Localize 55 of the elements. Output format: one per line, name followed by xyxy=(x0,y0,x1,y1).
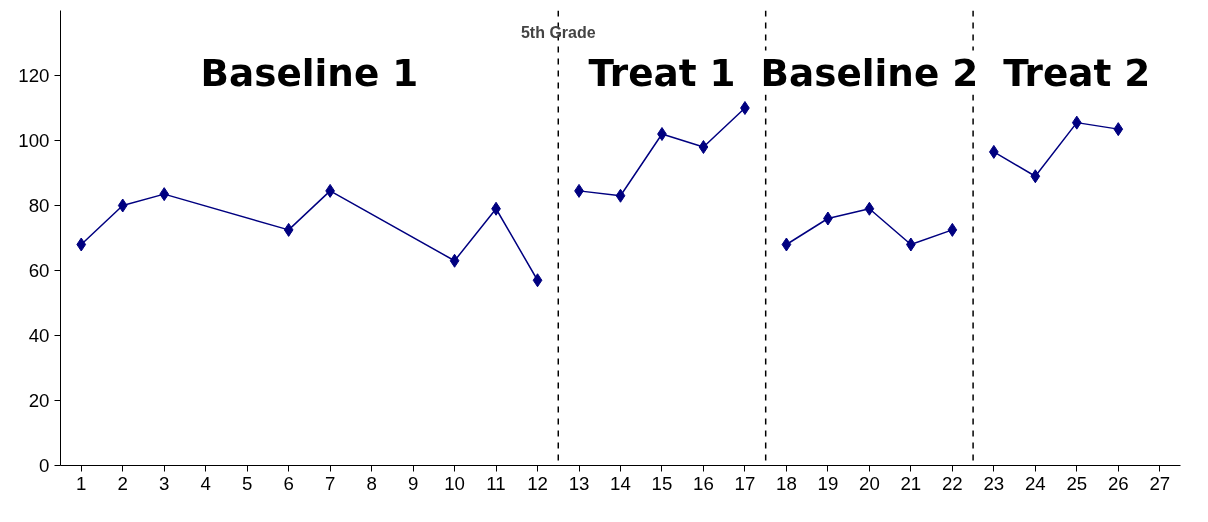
point xyxy=(1071,115,1082,130)
y-tick-label: 40 xyxy=(28,325,50,346)
x-tick-label: 27 xyxy=(1149,472,1171,494)
point xyxy=(1113,122,1124,137)
y-tick-label: 0 xyxy=(39,455,50,476)
point xyxy=(947,222,958,237)
annotation: Treat 2 xyxy=(1003,50,1151,95)
point xyxy=(159,187,170,202)
x-tick-label: 14 xyxy=(610,472,631,494)
x-tick-label: 24 xyxy=(1024,472,1046,494)
point xyxy=(657,127,667,141)
x-tick-label: 3 xyxy=(159,472,170,494)
x-tick-label: 20 xyxy=(859,472,880,494)
x-tick-label: 16 xyxy=(693,472,714,494)
x-tick-label: 6 xyxy=(283,472,294,494)
point xyxy=(283,222,294,237)
x-tick-label: 21 xyxy=(900,472,922,494)
y-tick-label: 60 xyxy=(28,260,50,281)
x-tick-label: 4 xyxy=(200,472,211,494)
y-tick-label: 80 xyxy=(28,195,50,216)
y-tick-label: 120 xyxy=(18,65,50,86)
x-tick-label: 2 xyxy=(117,472,128,494)
annotation: Baseline 1 xyxy=(200,50,419,95)
point xyxy=(740,101,750,115)
point xyxy=(449,253,460,268)
point xyxy=(117,198,128,213)
annotation: Baseline 2 xyxy=(760,50,979,95)
point xyxy=(76,237,87,252)
x-tick-label: 22 xyxy=(941,472,963,494)
x-tick-label: 25 xyxy=(1066,472,1088,494)
x-tick-label: 18 xyxy=(776,472,797,494)
x-tick-label: 5 xyxy=(241,472,253,494)
x-tick-label: 26 xyxy=(1107,472,1129,494)
x-tick-label: 9 xyxy=(407,472,419,494)
x-tick-label: 23 xyxy=(983,472,1005,494)
x-tick-label: 11 xyxy=(486,472,506,494)
x-tick-label: 1 xyxy=(76,472,87,494)
point xyxy=(1030,169,1041,184)
x-tick-label: 13 xyxy=(568,472,590,494)
ref-line-label: 5th Grade xyxy=(520,23,596,41)
y-tick-label: 20 xyxy=(28,390,50,411)
point xyxy=(532,273,543,288)
x-tick-label: 7 xyxy=(324,472,336,494)
x-tick-label: 8 xyxy=(366,472,377,494)
point xyxy=(615,188,626,203)
x-tick-label: 15 xyxy=(651,472,673,494)
x-tick-label: 17 xyxy=(734,472,756,494)
x-tick-label: 19 xyxy=(817,472,839,494)
point xyxy=(698,140,709,154)
point xyxy=(781,237,792,252)
x-tick-label: 12 xyxy=(527,472,548,494)
point xyxy=(864,201,875,216)
x-tick-label: 10 xyxy=(444,472,465,494)
y-tick-label: 100 xyxy=(18,130,50,151)
annotation: Treat 1 xyxy=(588,50,736,95)
